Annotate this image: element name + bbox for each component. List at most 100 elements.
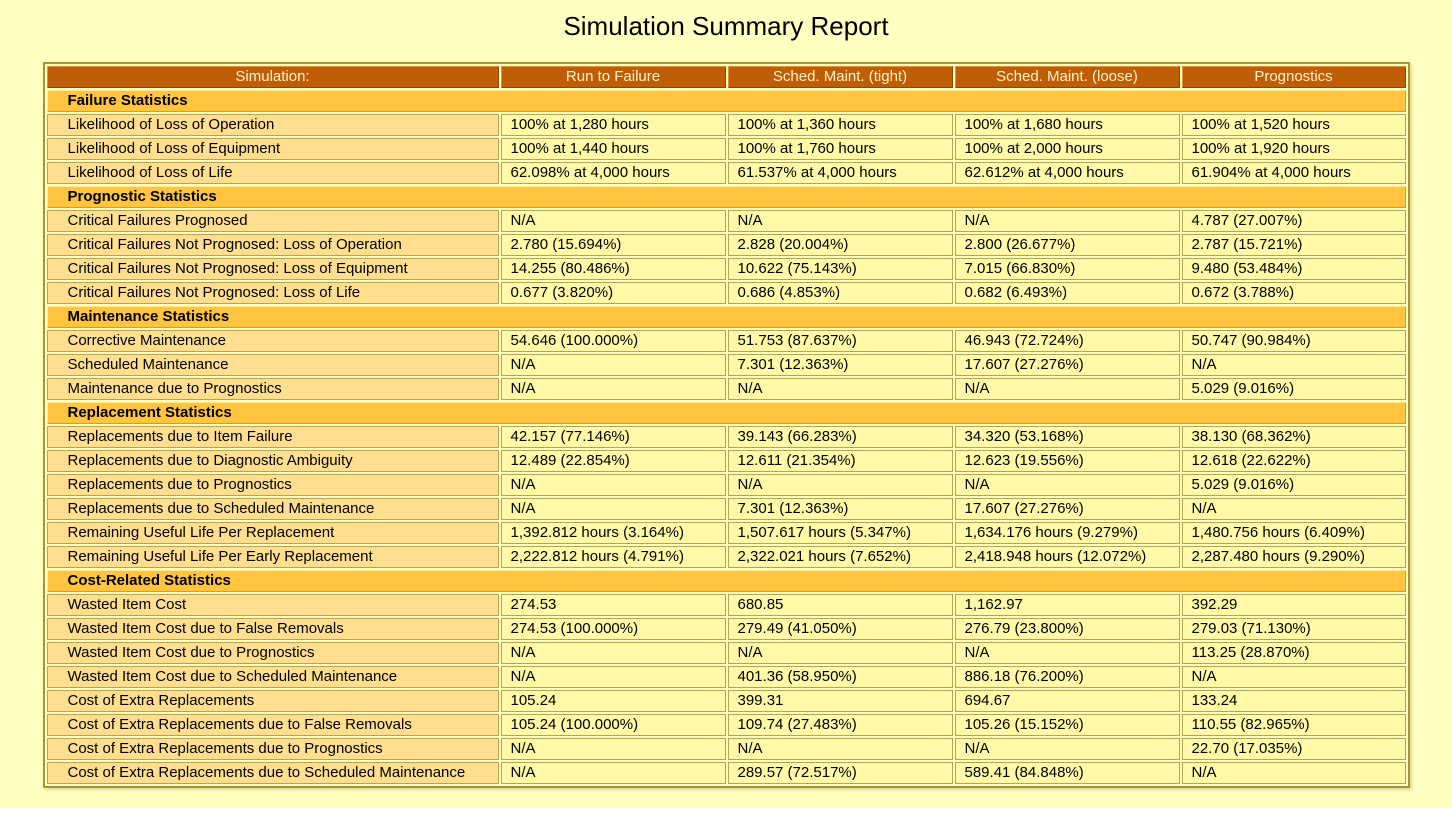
row-value: 2,287.480 hours (9.290%) bbox=[1181, 546, 1406, 568]
row-value: N/A bbox=[1181, 498, 1406, 520]
row-value: 12.489 (22.854%) bbox=[500, 450, 726, 472]
row-value: 46.943 (72.724%) bbox=[954, 330, 1180, 352]
row-label: Cost of Extra Replacements due to False … bbox=[46, 714, 499, 736]
section-header-row: Cost-Related Statistics bbox=[46, 570, 1406, 592]
row-value: 694.67 bbox=[954, 690, 1180, 712]
table-row: Wasted Item Cost 274.53 680.85 1,162.97 392.… bbox=[46, 594, 1406, 616]
row-value: 0.682 (6.493%) bbox=[954, 282, 1180, 304]
section-header: Prognostic Statistics bbox=[46, 186, 1406, 208]
table-row: Likelihood of Loss of Operation 100% at 1… bbox=[46, 114, 1406, 136]
row-value: 0.677 (3.820%) bbox=[500, 282, 726, 304]
row-value: 110.55 (82.965%) bbox=[1181, 714, 1406, 736]
section-header-row: Maintenance Statistics bbox=[46, 306, 1406, 328]
row-value: 100% at 1,520 hours bbox=[1181, 114, 1406, 136]
row-value: 17.607 (27.276%) bbox=[954, 354, 1180, 376]
table-row: Wasted Item Cost due to False Removals 27… bbox=[46, 618, 1406, 640]
row-label: Wasted Item Cost due to Prognostics bbox=[46, 642, 499, 664]
section-header-row: Prognostic Statistics bbox=[46, 186, 1406, 208]
simulation-summary-table: Simulation: Run to Failure Sched. Maint. (… bbox=[42, 62, 1410, 788]
row-value: 2,222.812 hours (4.791%) bbox=[500, 546, 726, 568]
section-header: Cost-Related Statistics bbox=[46, 570, 1406, 592]
table-row: Replacements due to Item Failure 42.157 (… bbox=[46, 426, 1406, 448]
row-value: 105.24 bbox=[500, 690, 726, 712]
row-value: 7.015 (66.830%) bbox=[954, 258, 1180, 280]
table-row: Wasted Item Cost due to Prognostics N/A N/… bbox=[46, 642, 1406, 664]
row-value: 2.780 (15.694%) bbox=[500, 234, 726, 256]
row-value: 100% at 2,000 hours bbox=[954, 138, 1180, 160]
row-value: 2.828 (20.004%) bbox=[727, 234, 953, 256]
row-value: 22.70 (17.035%) bbox=[1181, 738, 1406, 760]
column-header: Run to Failure bbox=[500, 66, 726, 88]
row-value: 2.787 (15.721%) bbox=[1181, 234, 1406, 256]
row-value: 1,480.756 hours (6.409%) bbox=[1181, 522, 1406, 544]
row-value: 12.618 (22.622%) bbox=[1181, 450, 1406, 472]
row-value: N/A bbox=[500, 666, 726, 688]
row-value: 589.41 (84.848%) bbox=[954, 762, 1180, 784]
table-row: Likelihood of Loss of Equipment 100% at 1… bbox=[46, 138, 1406, 160]
row-value: N/A bbox=[727, 378, 953, 400]
row-label: Likelihood of Loss of Life bbox=[46, 162, 499, 184]
row-value: N/A bbox=[1181, 762, 1406, 784]
row-label: Wasted Item Cost bbox=[46, 594, 499, 616]
row-value: 14.255 (80.486%) bbox=[500, 258, 726, 280]
column-header: Sched. Maint. (tight) bbox=[727, 66, 953, 88]
row-value: 34.320 (53.168%) bbox=[954, 426, 1180, 448]
table-row: Cost of Extra Replacements due to False … bbox=[46, 714, 1406, 736]
row-value: 886.18 (76.200%) bbox=[954, 666, 1180, 688]
row-value: 5.029 (9.016%) bbox=[1181, 378, 1406, 400]
section-header-row: Replacement Statistics bbox=[46, 402, 1406, 424]
row-value: 274.53 bbox=[500, 594, 726, 616]
row-label: Remaining Useful Life Per Replacement bbox=[46, 522, 499, 544]
table-row: Replacements due to Prognostics N/A N/A N/A… bbox=[46, 474, 1406, 496]
row-value: 100% at 1,360 hours bbox=[727, 114, 953, 136]
row-value: 50.747 (90.984%) bbox=[1181, 330, 1406, 352]
row-label: Critical Failures Not Prognosed: Loss of… bbox=[46, 234, 499, 256]
table-row: Critical Failures Not Prognosed: Loss of… bbox=[46, 234, 1406, 256]
row-value: N/A bbox=[500, 354, 726, 376]
row-value: 1,634.176 hours (9.279%) bbox=[954, 522, 1180, 544]
row-value: 100% at 1,920 hours bbox=[1181, 138, 1406, 160]
column-header: Sched. Maint. (loose) bbox=[954, 66, 1180, 88]
row-value: 1,162.97 bbox=[954, 594, 1180, 616]
table-row: Corrective Maintenance 54.646 (100.000%) 5… bbox=[46, 330, 1406, 352]
table-row: Remaining Useful Life Per Replacement 1,3… bbox=[46, 522, 1406, 544]
table-row: Critical Failures Prognosed N/A N/A N/A 4.78… bbox=[46, 210, 1406, 232]
row-label: Critical Failures Not Prognosed: Loss of… bbox=[46, 282, 499, 304]
table-row: Replacements due to Scheduled Maintenanc… bbox=[46, 498, 1406, 520]
row-value: 100% at 1,760 hours bbox=[727, 138, 953, 160]
row-value: 100% at 1,680 hours bbox=[954, 114, 1180, 136]
row-value: 38.130 (68.362%) bbox=[1181, 426, 1406, 448]
row-label: Cost of Extra Replacements due to Schedu… bbox=[46, 762, 499, 784]
column-header-simulation: Simulation: bbox=[46, 66, 499, 88]
section-header-row: Failure Statistics bbox=[46, 90, 1406, 112]
row-value: N/A bbox=[500, 378, 726, 400]
row-value: 10.622 (75.143%) bbox=[727, 258, 953, 280]
row-value: N/A bbox=[954, 378, 1180, 400]
row-value: 5.029 (9.016%) bbox=[1181, 474, 1406, 496]
row-value: 289.57 (72.517%) bbox=[727, 762, 953, 784]
section-header: Replacement Statistics bbox=[46, 402, 1406, 424]
row-value: N/A bbox=[500, 738, 726, 760]
table-row: Cost of Extra Replacements due to Schedu… bbox=[46, 762, 1406, 784]
row-value: 276.79 (23.800%) bbox=[954, 618, 1180, 640]
row-value: 61.537% at 4,000 hours bbox=[727, 162, 953, 184]
row-label: Maintenance due to Prognostics bbox=[46, 378, 499, 400]
row-value: N/A bbox=[500, 210, 726, 232]
row-label: Wasted Item Cost due to Scheduled Mainte… bbox=[46, 666, 499, 688]
row-value: 0.686 (4.853%) bbox=[727, 282, 953, 304]
row-label: Likelihood of Loss of Operation bbox=[46, 114, 499, 136]
row-value: 113.25 (28.870%) bbox=[1181, 642, 1406, 664]
row-value: 61.904% at 4,000 hours bbox=[1181, 162, 1406, 184]
row-value: N/A bbox=[727, 642, 953, 664]
row-label: Replacements due to Scheduled Maintenanc… bbox=[46, 498, 499, 520]
row-label: Replacements due to Diagnostic Ambiguity bbox=[46, 450, 499, 472]
row-value: 279.03 (71.130%) bbox=[1181, 618, 1406, 640]
row-value: 133.24 bbox=[1181, 690, 1406, 712]
row-label: Critical Failures Not Prognosed: Loss of… bbox=[46, 258, 499, 280]
row-value: 51.753 (87.637%) bbox=[727, 330, 953, 352]
section-header: Failure Statistics bbox=[46, 90, 1406, 112]
row-value: N/A bbox=[500, 498, 726, 520]
row-value: 17.607 (27.276%) bbox=[954, 498, 1180, 520]
row-value: 2,322.021 hours (7.652%) bbox=[727, 546, 953, 568]
row-value: 105.24 (100.000%) bbox=[500, 714, 726, 736]
